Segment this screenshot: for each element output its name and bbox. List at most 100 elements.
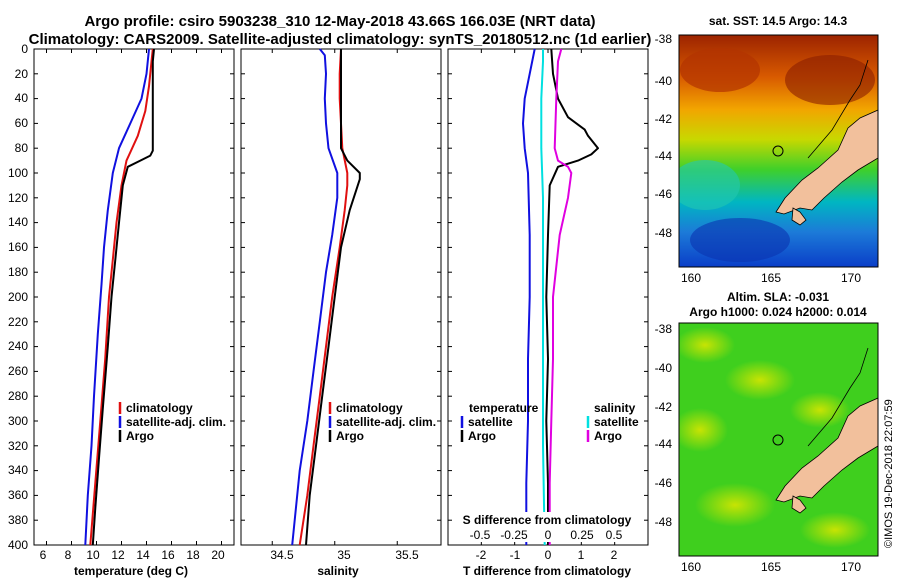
temperature-tick-labels: 6 8 10 12 14 16 18 20 xyxy=(40,548,225,562)
s-diff-tick-label: 0.5 xyxy=(606,528,623,542)
series-line-argo xyxy=(91,48,155,546)
difference-tick-label: 2 xyxy=(611,548,618,562)
depth-tick-label: 400 xyxy=(8,538,28,552)
lat-tick-label: -44 xyxy=(655,437,673,451)
depth-tick-label: 40 xyxy=(15,91,29,105)
depth-tick-label: 120 xyxy=(8,191,28,205)
legend-title-salinity: salinity xyxy=(594,401,636,415)
depth-tick-label: 380 xyxy=(8,513,28,527)
isobath-contour xyxy=(807,59,869,159)
sla-lat-labels: -38 -40 -42 -44 -46 -48 xyxy=(655,322,673,529)
lon-tick-label: 165 xyxy=(761,271,781,285)
difference-axis-label: T difference from climatology xyxy=(463,564,631,578)
temperature-tick-label: 12 xyxy=(111,548,125,562)
depth-tick-label: 160 xyxy=(8,240,28,254)
depth-tick-label: 140 xyxy=(8,215,28,229)
sla-high-patch xyxy=(679,408,728,452)
title-line-1: Argo profile: csiro 5903238_310 12-May-2… xyxy=(84,13,596,30)
sla-map-title-2: Argo h1000: 0.024 h2000: 0.014 xyxy=(689,305,867,319)
legend-label: Argo xyxy=(126,429,154,443)
salinity-tick-label: 35 xyxy=(337,548,351,562)
sst-lat-labels: -38 -40 -42 -44 -46 -48 xyxy=(655,32,673,240)
legend-label: Argo xyxy=(468,429,496,443)
depth-tick-label: 280 xyxy=(8,389,28,403)
sst-map-title: sat. SST: 14.5 Argo: 14.3 xyxy=(709,14,848,28)
sst-map xyxy=(679,35,878,267)
lat-tick-label: -38 xyxy=(655,32,673,46)
legend-label: climatology xyxy=(126,401,193,415)
lon-tick-label: 160 xyxy=(681,271,701,285)
lat-tick-label: -46 xyxy=(655,476,673,490)
series-layer xyxy=(84,48,599,546)
salinity-legend: climatology satellite-adj. clim. Argo xyxy=(328,401,436,443)
legend-label: Argo xyxy=(594,429,622,443)
depth-tick-label: 80 xyxy=(15,141,29,155)
depth-tick-label: 340 xyxy=(8,463,28,477)
s-diff-tick-label: -0.25 xyxy=(500,528,528,542)
sla-high-patch xyxy=(800,512,870,548)
sla-map-frame xyxy=(678,322,879,557)
temperature-legend: climatology satellite-adj. clim. Argo xyxy=(118,401,226,443)
sla-map xyxy=(679,323,878,556)
s-diff-tick-labels: -0.5 -0.25 0 0.25 0.5 xyxy=(470,528,623,542)
sst-lon-labels: 160 165 170 xyxy=(681,271,861,285)
lat-tick-label: -48 xyxy=(655,515,673,529)
sla-high-patch xyxy=(695,483,775,527)
salinity-tick-label: 34.5 xyxy=(270,548,294,562)
stewart-island-land xyxy=(791,495,807,514)
depth-tick-label: 300 xyxy=(8,414,28,428)
imos-timestamp: ©IMOS 19-Dec-2018 22:07:59 xyxy=(883,399,895,548)
difference-tick-label: -1 xyxy=(510,548,521,562)
salinity-axis-label: salinity xyxy=(317,564,359,578)
depth-tick-label: 240 xyxy=(8,339,28,353)
depth-tick-label: 360 xyxy=(8,488,28,502)
salinity-tick-label: 35.5 xyxy=(395,548,419,562)
difference-tick-labels: -2 -1 0 1 2 xyxy=(476,548,618,562)
temperature-tick-label: 20 xyxy=(211,548,225,562)
depth-tick-labels: 0 20 40 60 80 100 120 140 160 180 200 22… xyxy=(8,42,28,552)
lat-tick-label: -42 xyxy=(655,112,673,126)
legend-label: climatology xyxy=(336,401,403,415)
s-diff-label-box xyxy=(455,512,641,542)
sla-high-patch xyxy=(790,392,850,428)
series-line-climatology xyxy=(89,48,154,546)
depth-tick-label: 0 xyxy=(21,42,28,56)
lat-tick-label: -42 xyxy=(655,400,673,414)
series-line-argo xyxy=(305,49,361,546)
temperature-axes xyxy=(33,48,235,546)
depth-tick-label: 180 xyxy=(8,265,28,279)
lon-tick-label: 170 xyxy=(841,560,861,574)
depth-tick-label: 100 xyxy=(8,166,28,180)
s-diff-axis-label: S difference from climatology xyxy=(463,513,632,527)
temperature-tick-label: 6 xyxy=(40,548,47,562)
difference-tick-label: -2 xyxy=(476,548,487,562)
stewart-island-land xyxy=(791,207,807,226)
sla-lon-labels: 160 165 170 xyxy=(681,560,861,574)
temperature-tick-label: 18 xyxy=(186,548,200,562)
temperature-axis-label: temperature (deg C) xyxy=(74,564,188,578)
depth-tick-label: 60 xyxy=(15,116,29,130)
depth-tick-label: 260 xyxy=(8,364,28,378)
s-diff-tick-label: 0.25 xyxy=(570,528,594,542)
salinity-tick-labels: 34.5 35 35.5 xyxy=(270,548,419,562)
lon-tick-label: 170 xyxy=(841,271,861,285)
legend-label: satellite xyxy=(594,415,639,429)
difference-tick-label: 0 xyxy=(545,548,552,562)
difference-legend: temperature satellite Argo salinity sate… xyxy=(460,401,639,443)
ticks-layer xyxy=(34,48,648,546)
s-diff-tick-label: 0 xyxy=(545,528,552,542)
depth-tick-label: 200 xyxy=(8,290,28,304)
depth-tick-label: 20 xyxy=(15,67,29,81)
south-island-land xyxy=(775,109,878,215)
legend-label: Argo xyxy=(336,429,364,443)
sst-warm-patch xyxy=(785,55,875,105)
lat-tick-label: -48 xyxy=(655,226,673,240)
sst-warm-patch xyxy=(680,48,760,92)
depth-tick-label: 220 xyxy=(8,315,28,329)
lat-tick-label: -38 xyxy=(655,322,673,336)
difference-tick-label: 1 xyxy=(578,548,585,562)
sla-map-title-1: Altim. SLA: -0.031 xyxy=(727,290,829,304)
series-line-s-satellite xyxy=(540,49,546,546)
temperature-tick-label: 10 xyxy=(86,548,100,562)
